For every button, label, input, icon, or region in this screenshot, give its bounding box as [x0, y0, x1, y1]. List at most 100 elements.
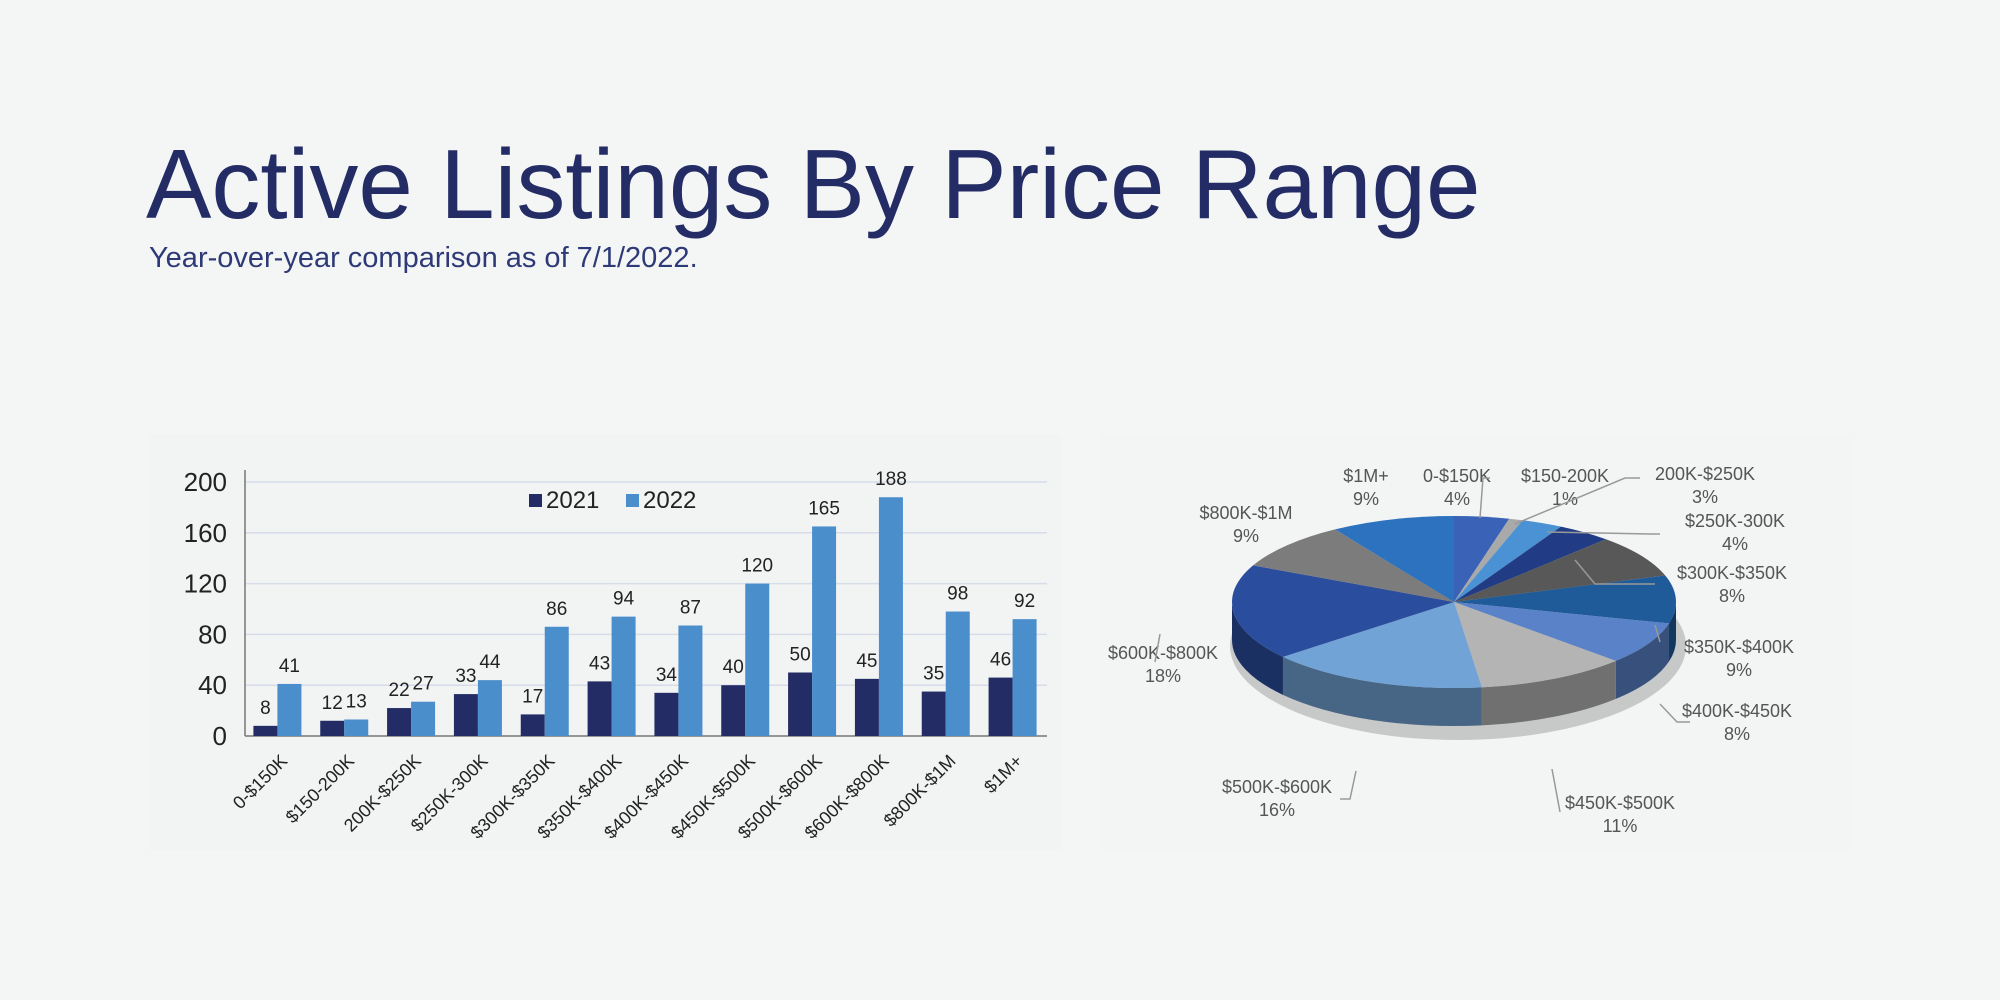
pie-label-name: $300K-$350K [1677, 563, 1787, 583]
bar-2021 [788, 672, 813, 736]
pie-chart: 0-$150K 4% $150-200K 1% 200K-$250K 3% $250K-30… [1108, 464, 1794, 836]
x-tick-label: $800K-$1M [880, 751, 960, 831]
page-subtitle: Year-over-year comparison as of 7/1/2022… [149, 242, 698, 274]
bar-2021 [253, 725, 278, 736]
pie-leader-line [1514, 477, 1640, 525]
pie-slice [1454, 526, 1606, 602]
pie-label: $350K-$400K 9% [1684, 637, 1794, 680]
pie-slice [1454, 575, 1676, 624]
data-label: 22 [389, 680, 410, 701]
pie-label-percent: 4% [1444, 489, 1470, 509]
data-label: 27 [413, 674, 434, 695]
pie-chart-panel: 0-$150K 4% $150-200K 1% 200K-$250K 3% $250K-30… [1100, 434, 1850, 850]
pie-label-percent: 8% [1719, 586, 1745, 606]
pie-leader-line [1551, 768, 1561, 813]
data-label: 40 [723, 657, 744, 678]
data-label: 86 [546, 599, 567, 620]
pie-label-percent: 18% [1145, 666, 1181, 686]
y-tick-label: 120 [184, 569, 227, 599]
bar-2022 [945, 611, 970, 736]
pie-label: $150-200K 1% [1521, 466, 1609, 509]
data-label: 50 [790, 645, 811, 666]
pie-label-percent: 3% [1692, 487, 1718, 507]
data-label: 35 [923, 664, 944, 685]
pie-label-name: $350K-$400K [1684, 637, 1794, 657]
bar-2021 [520, 714, 545, 736]
bar-2022 [678, 625, 703, 736]
pie-label: $500K-$600K 16% [1222, 777, 1332, 820]
pie-label-percent: 9% [1353, 489, 1379, 509]
bar-2021 [854, 678, 879, 736]
pie-slice [1253, 529, 1454, 602]
bar-2022 [477, 680, 502, 736]
pie-label-percent: 8% [1724, 724, 1750, 744]
data-label: 87 [680, 598, 701, 619]
legend-swatch-2022 [626, 494, 639, 507]
bar-2021 [453, 694, 478, 736]
data-label: 33 [455, 666, 476, 687]
pie-slice [1454, 518, 1523, 602]
pie-label-name: $400K-$450K [1682, 701, 1792, 721]
data-label: 45 [856, 651, 877, 672]
bar-2021 [387, 708, 412, 736]
pie-label-name: $150-200K [1521, 466, 1609, 486]
pie-slice [1454, 516, 1510, 602]
pie-label-name: $250K-300K [1685, 511, 1785, 531]
data-label: 43 [589, 653, 610, 674]
pie-label-percent: 9% [1233, 526, 1259, 546]
pie-label: 200K-$250K 3% [1655, 464, 1755, 507]
pie-label-name: $1M+ [1343, 466, 1389, 486]
legend-swatch-2021 [529, 494, 542, 507]
pie-label-percent: 9% [1726, 660, 1752, 680]
pie-label: $800K-$1M 9% [1199, 503, 1292, 546]
legend-label: 2022 [643, 487, 696, 514]
pie-label-percent: 16% [1259, 800, 1295, 820]
pie-slice [1454, 602, 1616, 688]
pie-label-percent: 1% [1552, 489, 1578, 509]
pie-label: $1M+ 9% [1343, 466, 1389, 509]
bar-2021 [721, 685, 746, 736]
data-label: 165 [808, 498, 840, 519]
bar-2021 [320, 720, 345, 736]
pie-leader-line [1340, 770, 1357, 800]
pie-leader-line [1479, 477, 1490, 519]
pie-label-name: $450K-$500K [1565, 793, 1675, 813]
pie-label-name: $500K-$600K [1222, 777, 1332, 797]
bar-2022 [1012, 619, 1037, 736]
bar-2022 [611, 616, 636, 736]
pie-label: $250K-300K 4% [1685, 511, 1785, 554]
pie-slice-side [1282, 656, 1482, 726]
pie-label-percent: 11% [1603, 816, 1638, 836]
data-label: 41 [279, 656, 300, 677]
pie-leader-line [1659, 703, 1690, 723]
pie-slice [1454, 539, 1666, 602]
bar-2022 [277, 683, 302, 736]
data-label: 12 [322, 693, 343, 714]
page-title: Active Listings By Price Range [146, 129, 1481, 239]
data-label: 8 [260, 698, 271, 719]
bar-2021 [988, 677, 1013, 736]
data-label: 34 [656, 665, 678, 686]
bar-chart-panel: 0 40 80 120 160 200 8 41 0-$150K 12 13 $150-200K 22 2… [149, 434, 1061, 850]
y-tick-label: 80 [198, 619, 227, 649]
data-label: 44 [479, 652, 501, 673]
y-tick-label: 40 [198, 670, 227, 700]
data-label: 13 [346, 691, 367, 712]
data-label: 120 [741, 556, 773, 577]
data-label: 98 [947, 584, 968, 605]
pie-slice-side [1232, 602, 1283, 695]
x-tick-label: 0-$150K [229, 751, 291, 813]
pie-leader-line [1574, 559, 1655, 585]
pie-label: $450K-$500K 11% [1565, 793, 1675, 836]
data-label: 188 [875, 469, 907, 490]
pie-slice [1335, 516, 1454, 602]
data-label: 94 [613, 589, 635, 610]
bar-2021 [587, 681, 612, 736]
bar-2021 [654, 692, 679, 736]
pie-label-name: 0-$150K [1423, 466, 1491, 486]
bar-2022 [411, 701, 436, 736]
bar-2021 [921, 691, 946, 736]
y-tick-label: 160 [184, 518, 227, 548]
pie-leader-line [1654, 624, 1661, 643]
